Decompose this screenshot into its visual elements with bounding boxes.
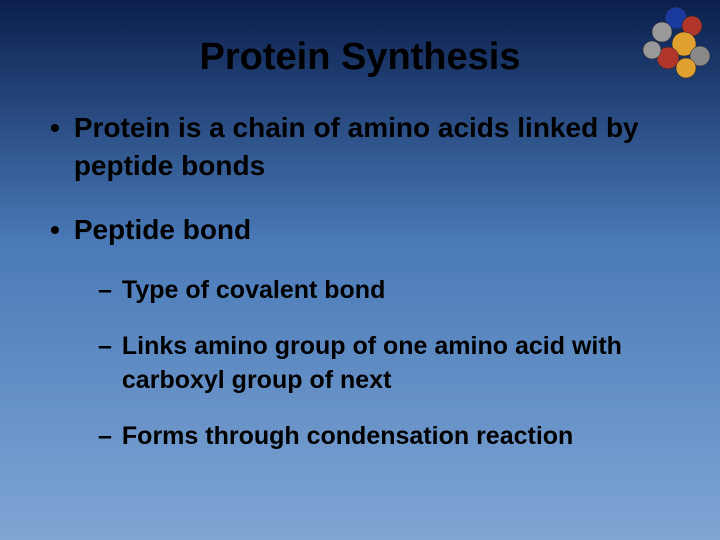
bullet-level1: • Protein is a chain of amino acids link… — [50, 109, 670, 185]
dash-marker: – — [98, 330, 112, 364]
dash-marker: – — [98, 420, 112, 454]
molecule-icon — [604, 4, 714, 84]
bullet-text: Protein is a chain of amino acids linked… — [74, 109, 670, 185]
bullet-marker: • — [50, 211, 60, 249]
bullet-marker: • — [50, 109, 60, 147]
bullet-text: Forms through condensation reaction — [122, 420, 573, 454]
slide-content: • Protein is a chain of amino acids link… — [0, 109, 720, 453]
bullet-level2: – Links amino group of one amino acid wi… — [98, 330, 670, 398]
bullet-text: Peptide bond — [74, 211, 251, 249]
bullet-text: Type of covalent bond — [122, 274, 385, 308]
bullet-level2: – Type of covalent bond — [98, 274, 670, 308]
bullet-text: Links amino group of one amino acid with… — [122, 330, 670, 398]
bullet-level2: – Forms through condensation reaction — [98, 420, 670, 454]
dash-marker: – — [98, 274, 112, 308]
bullet-level1: • Peptide bond — [50, 211, 670, 249]
